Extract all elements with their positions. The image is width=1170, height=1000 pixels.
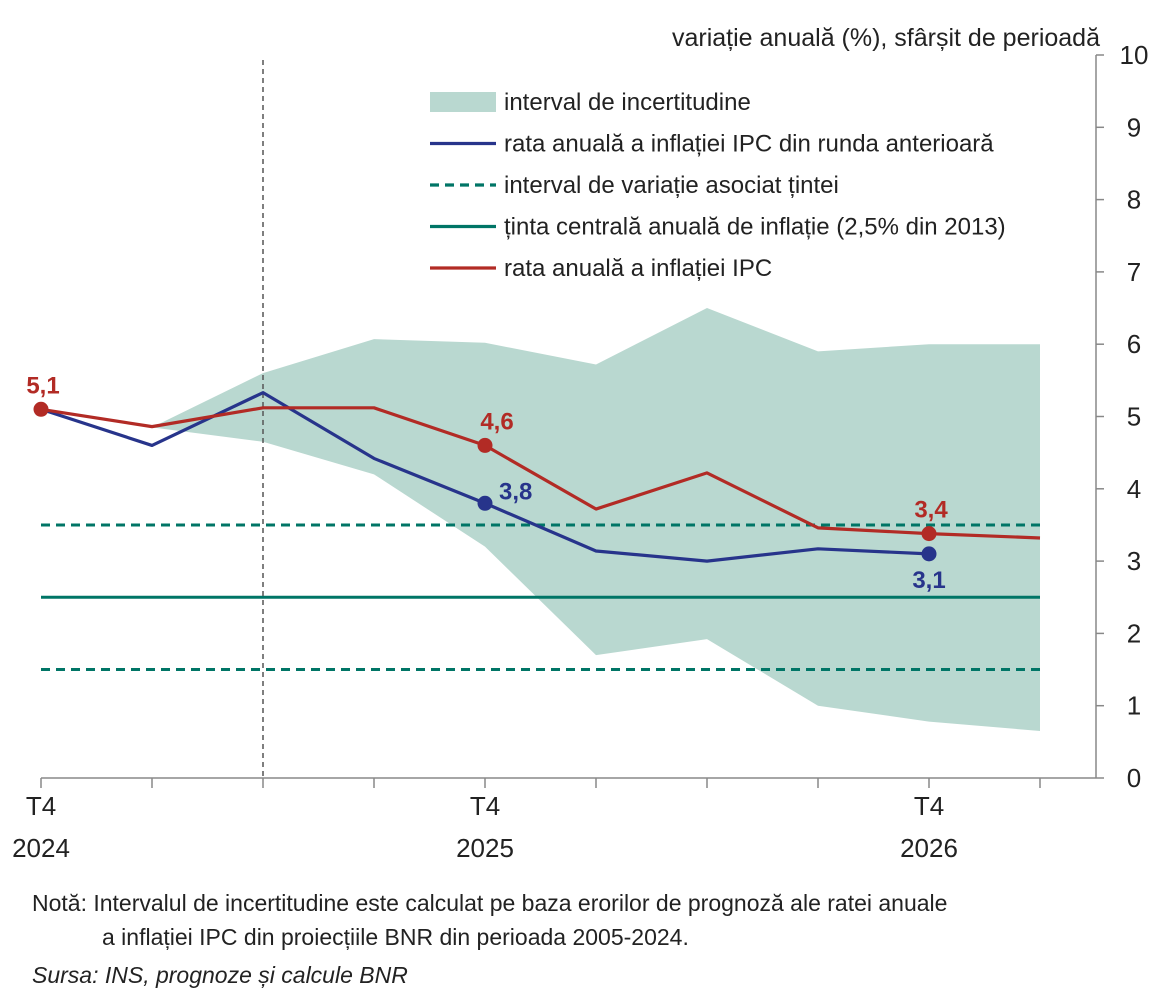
x-tick-year-1: 2025 (456, 833, 514, 863)
data-label-1-8: 3,4 (914, 497, 948, 524)
reference-lines-layer (41, 523, 1040, 672)
data-point-1-4 (477, 437, 493, 453)
y-tick-label-1: 1 (1127, 691, 1141, 721)
data-point-1-8 (921, 526, 937, 542)
x-tick-quarter-0: T4 (26, 791, 56, 821)
note-line-1: Notă: Intervalul de incertitudine este c… (32, 890, 948, 916)
y-tick-label-10: 10 (1120, 40, 1149, 70)
legend-swatch-0 (430, 92, 496, 112)
y-tick-label-2: 2 (1127, 618, 1141, 648)
legend-label-3: ținta centrală anuală de inflație (2,5% … (504, 214, 1006, 241)
uncertainty-band-layer (152, 308, 1040, 732)
note-line-2: a inflației IPC din proiecțiile BNR din … (102, 924, 689, 950)
inflation-projection-chart: 3,8 3,1 5,1 4,6 3,4 0 1 2 3 4 5 6 7 8 9 10 T4 2024 T4 2025… (12, 24, 1148, 863)
y-tick-label-3: 3 (1127, 546, 1141, 576)
x-tick-year-0: 2024 (12, 833, 70, 863)
legend: interval de incertitudine rata anuală a i… (430, 89, 1006, 282)
legend-label-2: interval de variație asociat țintei (504, 172, 839, 199)
data-point-0-8 (921, 546, 937, 562)
data-label-0-4: 3,8 (499, 478, 532, 505)
x-tick-quarter-1: T4 (470, 791, 500, 821)
data-point-1-0 (33, 401, 49, 417)
data-label-1-0: 5,1 (26, 372, 59, 399)
legend-label-0: interval de incertitudine (504, 89, 751, 116)
y-tick-label-4: 4 (1127, 474, 1141, 504)
axes-layer: 0 1 2 3 4 5 6 7 8 9 10 T4 2024 T4 2025 T4 2026 (12, 40, 1148, 863)
y-tick-label-0: 0 (1127, 763, 1141, 793)
y-tick-label-8: 8 (1127, 185, 1141, 215)
y-tick-label-6: 6 (1127, 329, 1141, 359)
series-line-1 (40, 406, 1041, 540)
footnote-note: Notă: Intervalul de incertitudine este c… (32, 886, 947, 954)
data-point-0-4 (477, 495, 493, 511)
x-tick-quarter-2: T4 (914, 791, 944, 821)
y-tick-label-7: 7 (1127, 257, 1141, 287)
legend-label-1: rata anuală a inflației IPC din runda an… (504, 131, 994, 158)
uncertainty-band (152, 308, 1040, 732)
series-layer: 3,8 3,1 5,1 4,6 3,4 (26, 372, 1041, 594)
data-label-0-8: 3,1 (912, 567, 945, 594)
y-tick-label-5: 5 (1127, 402, 1141, 432)
x-tick-year-2: 2026 (900, 833, 958, 863)
y-axis-label: variație anuală (%), sfârșit de perioadă (672, 24, 1100, 52)
legend-label-4: rata anuală a inflației IPC (504, 255, 772, 282)
data-label-1-4: 4,6 (480, 408, 513, 435)
y-tick-label-9: 9 (1127, 112, 1141, 142)
footnote-source: Sursa: INS, prognoze și calcule BNR (32, 962, 408, 988)
